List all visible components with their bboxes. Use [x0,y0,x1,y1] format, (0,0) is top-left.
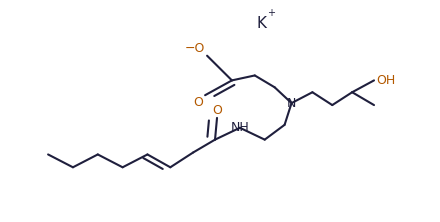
Text: NH: NH [231,121,249,134]
Text: OH: OH [376,74,396,87]
Text: O: O [212,104,222,117]
Text: K: K [257,16,267,31]
Text: O: O [193,96,203,109]
Text: N: N [287,97,296,110]
Text: +: + [268,8,275,18]
Text: −O: −O [184,42,205,55]
